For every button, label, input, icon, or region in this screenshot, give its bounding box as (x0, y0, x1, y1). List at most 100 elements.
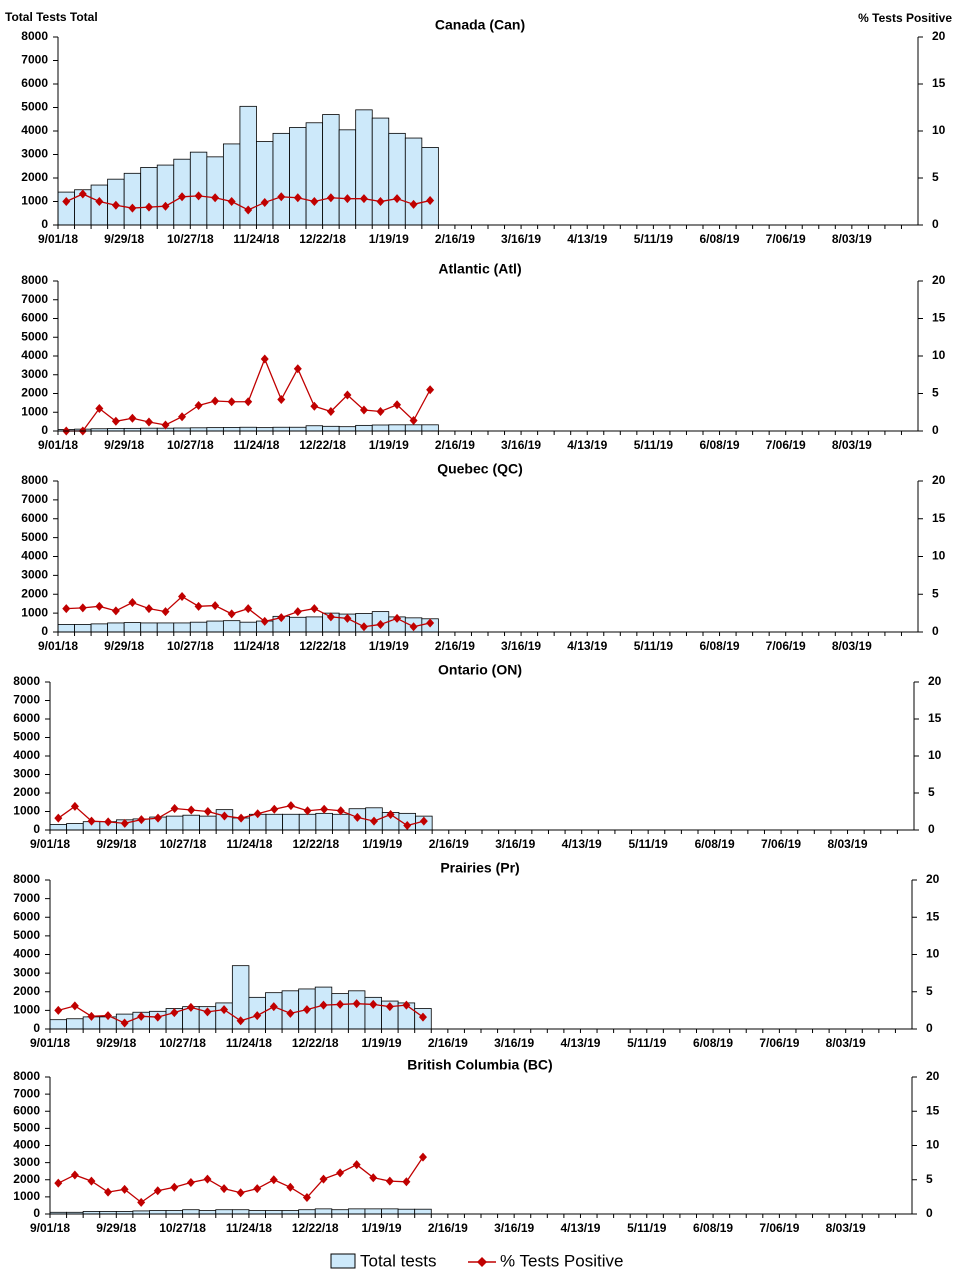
x-tick-label: 10/27/18 (159, 1221, 206, 1235)
x-tick-label: 12/22/18 (292, 1036, 339, 1050)
marker (418, 1012, 427, 1022)
marker (352, 1160, 361, 1170)
bar (74, 624, 92, 633)
x-tick-label: 7/06/19 (759, 1221, 799, 1235)
marker (277, 395, 286, 404)
y2-tick-label: 20 (932, 29, 946, 43)
marker (186, 1177, 195, 1187)
marker (369, 1173, 378, 1183)
bar (198, 1210, 217, 1215)
x-tick-label: 2/16/19 (435, 232, 475, 246)
bar (298, 1209, 316, 1215)
bar (421, 424, 439, 432)
marker (104, 1187, 113, 1197)
marker (227, 609, 236, 619)
bar (189, 151, 208, 226)
bar (322, 425, 340, 432)
y-tick-label: 2000 (21, 170, 48, 184)
y-tick-label: 5000 (13, 1121, 40, 1135)
bar (289, 127, 307, 226)
marker (310, 197, 319, 206)
y-tick-label: 0 (41, 624, 48, 638)
x-tick-label: 11/24/18 (226, 1036, 272, 1050)
marker (359, 622, 368, 632)
x-tick-label: 5/11/19 (634, 639, 674, 653)
bar (222, 620, 241, 633)
marker (402, 1177, 411, 1187)
marker (302, 1193, 311, 1203)
x-tick-label: 2/16/19 (428, 1221, 468, 1235)
x-tick-label: 4/13/19 (567, 639, 607, 653)
marker (170, 1008, 179, 1018)
marker (393, 613, 402, 623)
y-tick-label: 3000 (13, 1155, 40, 1169)
x-tick-label: 1/19/19 (369, 438, 409, 452)
y-tick-label: 0 (33, 822, 40, 836)
bar (414, 1208, 432, 1215)
y-tick-label: 7000 (21, 492, 48, 506)
marker (178, 412, 187, 422)
x-tick-label: 9/29/18 (96, 837, 136, 851)
marker (194, 191, 203, 201)
bar (355, 424, 373, 432)
bar (272, 426, 290, 432)
y2-tick-label: 0 (926, 1021, 933, 1035)
bar (189, 621, 208, 633)
marker (326, 612, 335, 622)
marker (393, 400, 402, 410)
y-tick-label: 3000 (13, 767, 40, 781)
y-tick-label: 4000 (21, 123, 48, 137)
y-tick-label: 3000 (21, 147, 48, 161)
bar (388, 132, 406, 226)
y-tick-label: 1000 (21, 605, 48, 619)
bar (289, 616, 307, 633)
marker (144, 604, 153, 614)
x-tick-label: 8/03/19 (832, 438, 872, 452)
bar (239, 426, 257, 432)
chart-title: Ontario (ON) (438, 662, 522, 678)
marker (120, 1184, 129, 1194)
bar (49, 824, 68, 831)
bar (256, 427, 274, 432)
x-tick-label: 7/06/19 (766, 232, 806, 246)
marker (244, 604, 253, 614)
marker (293, 193, 302, 203)
bar (66, 823, 84, 831)
x-tick-label: 10/27/18 (167, 639, 214, 653)
bar (107, 622, 125, 633)
marker (70, 1170, 79, 1180)
y-tick-label: 5000 (21, 100, 48, 114)
marker (95, 404, 104, 413)
x-tick-label: 9/29/18 (104, 232, 144, 246)
marker (237, 813, 246, 823)
bar (206, 620, 224, 633)
marker (359, 194, 368, 204)
x-tick-label: 4/13/19 (562, 837, 602, 851)
x-tick-label: 10/27/18 (159, 1036, 206, 1050)
marker (310, 401, 319, 411)
marker (426, 196, 435, 206)
y-tick-label: 6000 (21, 511, 48, 525)
y2-tick-label: 15 (926, 909, 940, 923)
y-tick-label: 2000 (21, 586, 48, 600)
marker (95, 197, 104, 206)
marker (310, 604, 319, 614)
x-tick-label: 12/22/18 (292, 837, 339, 851)
marker (260, 354, 269, 364)
marker (187, 805, 196, 815)
x-tick-label: 3/16/19 (501, 232, 541, 246)
marker (194, 601, 203, 611)
marker (303, 806, 312, 816)
x-tick-label: 11/24/18 (226, 1221, 272, 1235)
x-tick-label: 8/03/19 (826, 1036, 866, 1050)
y-tick-label: 7000 (13, 1086, 40, 1100)
bar (173, 622, 191, 633)
marker (211, 193, 220, 203)
bar (364, 1208, 382, 1215)
y2-tick-label: 15 (926, 1103, 940, 1117)
y2-tick-label: 20 (932, 473, 946, 487)
x-tick-label: 3/16/19 (501, 639, 541, 653)
marker (62, 604, 71, 614)
y-tick-label: 6000 (21, 311, 48, 325)
